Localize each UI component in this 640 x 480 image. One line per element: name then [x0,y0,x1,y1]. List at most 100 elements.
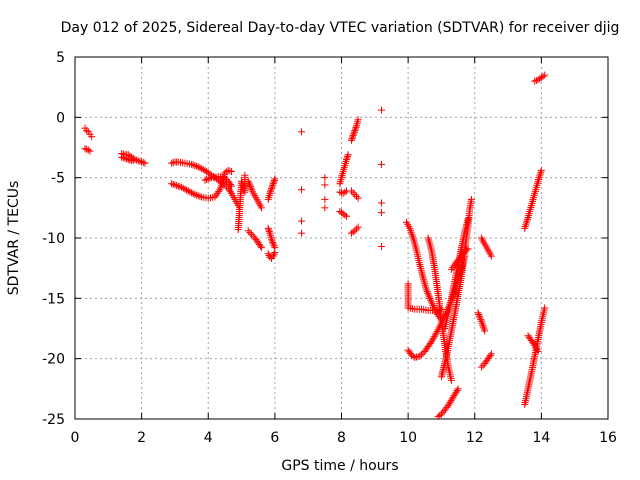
data-point [352,192,360,200]
data-point [436,411,444,419]
data-point [196,192,204,200]
data-point [246,229,254,237]
data-point [211,193,219,201]
data-point [193,191,201,199]
data-point [189,190,197,198]
data-point [173,182,181,190]
data-point [141,159,149,167]
data-point [226,188,234,196]
data-point [194,163,202,171]
data-point [176,183,184,191]
data-point [487,252,495,260]
data-point [351,125,359,133]
data-point [349,228,357,236]
data-point [196,164,204,172]
data-point [341,188,349,196]
data-point [201,176,209,184]
data-point [271,248,279,256]
data-point [81,145,89,153]
data-point [344,152,352,160]
data-point [168,180,176,188]
data-point [343,154,351,162]
data-point [348,135,356,143]
y-tick-label: -20 [42,352,65,368]
data-point [352,123,360,131]
data-point [476,314,484,322]
data-point [212,191,220,199]
data-point [350,128,358,136]
data-point [338,189,345,197]
data-point [206,174,214,182]
data-point [349,133,357,141]
data-point [88,133,96,141]
data-point [131,156,139,164]
data-point [464,215,472,223]
data-point [270,178,278,186]
data-point [523,217,531,225]
data-point [239,183,247,191]
data-point [136,157,144,165]
data-point [189,161,197,169]
data-point [427,296,435,304]
y-tick-labels: -25 -20 -15 -10 -5 0 5 [42,50,65,428]
data-point [477,363,485,371]
data-point [475,312,483,320]
data-point [428,300,436,308]
data-point [342,156,350,164]
data-point [541,71,549,79]
data-point [134,157,142,165]
data-point [536,170,544,178]
data-point [226,167,234,175]
data-point [422,286,430,294]
data-point [537,168,545,176]
data-point [351,127,359,135]
data-point [536,172,544,180]
data-point [268,183,276,191]
data-point [169,180,177,188]
data-point [532,77,540,85]
data-point [453,387,461,395]
data-point [178,183,186,191]
data-point [258,204,266,212]
data-point [486,351,494,359]
data-point [221,174,229,182]
data-point [321,174,329,182]
data-point [341,211,349,219]
data-point [530,340,538,348]
data-point [354,116,362,124]
x-tick-label: 12 [466,430,484,446]
y-tick-label: -10 [42,231,65,247]
data-point [425,291,433,299]
data-point [377,199,385,207]
data-point [191,191,199,199]
data-point [450,262,458,270]
data-point [347,187,355,195]
data-point [183,186,191,194]
data-point [264,224,272,232]
data-point [429,302,437,310]
x-tick-label: 16 [599,430,617,446]
x-tick-label: 6 [270,430,279,446]
data-point [271,175,279,183]
axis-ticks [74,56,609,420]
x-tick-label: 10 [399,430,417,446]
data-point [191,162,199,170]
x-tick-label: 14 [532,430,550,446]
data-point [246,183,254,191]
data-point [169,159,177,167]
data-point [121,154,129,162]
data-point [347,136,355,144]
data-point [193,162,201,170]
data-point [266,188,274,196]
data-point [204,175,212,183]
x-axis-label: GPS time / hours [281,458,398,474]
y-axis-label: SDTVAR / TECUs [6,181,22,296]
data-point [424,289,432,297]
data-point [535,174,543,182]
data-point [241,171,249,179]
data-point [129,156,137,164]
data-point [377,160,385,168]
data-point [171,181,179,189]
data-point [298,217,306,225]
